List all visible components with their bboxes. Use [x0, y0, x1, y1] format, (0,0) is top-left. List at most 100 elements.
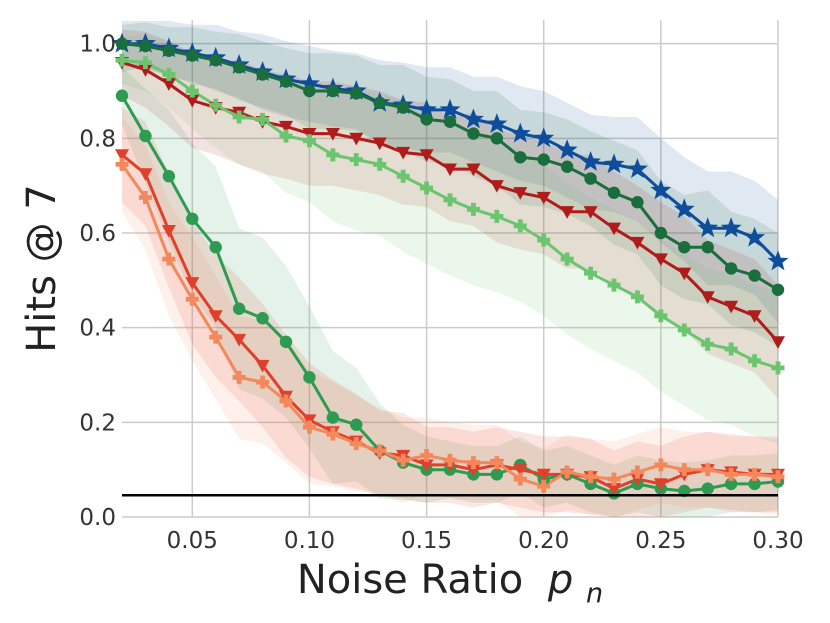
series-orange-plus-point [537, 479, 551, 493]
series-green-circle-point [303, 371, 316, 384]
series-darkgreen-circle-point [537, 153, 550, 166]
series-lightgreen-plus-point [162, 67, 176, 81]
series-red-triangle-point [630, 473, 645, 487]
series-lightgreen-plus-point [256, 112, 270, 126]
series-lightgreen-plus-point [349, 153, 363, 167]
series-darkred-triangle-point [771, 336, 785, 349]
series-orange-plus-point [677, 463, 691, 477]
series-orange-plus-point [584, 470, 598, 484]
series-blue-star-point [744, 226, 765, 247]
series-darkgreen-circle-point [139, 39, 152, 53]
series-darkred-triangle-point [372, 137, 387, 151]
series-red-triangle-point [536, 468, 551, 482]
series-lightgreen-plus-point [420, 181, 434, 195]
series-darkgreen-circle-point [186, 49, 199, 62]
series-orange-plus-point [420, 448, 434, 462]
series-blue-star-point [509, 122, 531, 143]
series-darkgreen-circle-point [373, 96, 386, 110]
series-red-triangle-point [208, 310, 223, 323]
series-blue-star-point [439, 98, 461, 119]
x-axis-subscript: n [586, 578, 603, 609]
series-orange-plus-point [771, 470, 785, 484]
series-darkgreen-circle-point [654, 226, 668, 240]
series-darkred-triangle-point [653, 253, 668, 267]
series-blue-star-point [720, 217, 742, 238]
series-red-triangle-point [607, 483, 621, 496]
y-tick-label: 0.6 [79, 221, 116, 247]
series-orange-plus-point [748, 467, 762, 481]
series-orange-plus-point [466, 456, 480, 470]
x-axis-title: Noise Ratio p n [297, 557, 603, 609]
series-darkred-triangle-point [630, 236, 645, 250]
series-orange-plus-point [232, 370, 246, 384]
series-blue-star-point [650, 179, 672, 200]
series-lightgreen-plus-point [771, 361, 785, 375]
series-lightgreen-plus-point [490, 209, 504, 223]
series-darkred-triangle-point [560, 206, 575, 219]
series-darkgreen-circle-point [560, 160, 574, 173]
series-orange-plus-point [138, 191, 152, 205]
series-darkgreen-circle-point [724, 262, 738, 275]
series-darkgreen-circle-band [122, 22, 778, 347]
series-green-circle-point [115, 89, 129, 102]
series-red-triangle-point [185, 277, 200, 290]
series-lightgreen-plus-point [724, 342, 738, 356]
series-green-circle-point [490, 468, 504, 481]
series-lightgreen-plus-point [279, 129, 293, 143]
series-darkgreen-circle-point [748, 269, 761, 282]
series-darkred-triangle-point [724, 300, 739, 314]
series-darkgreen-circle-point [326, 84, 340, 98]
series-red-triangle-point [115, 149, 129, 162]
series-darkgreen-circle-point [443, 115, 457, 128]
series-darkred-triangle-point [185, 94, 200, 108]
tick-labels: 0.05 0.10 0.15 0.20 0.25 0.30 0.0 0.2 0.4 0.6 0.8 1… [79, 32, 803, 554]
series-orange-plus-point [630, 465, 644, 479]
y-tick-label: 1.0 [79, 32, 116, 58]
series-orange-plus-point [724, 467, 738, 481]
series-green-circle-point [701, 482, 714, 495]
series-darkred-triangle-point [583, 206, 598, 219]
series-orange-plus-point [443, 453, 457, 467]
series-orange-plus-point [396, 453, 410, 467]
series-lightgreen-plus-point [443, 193, 457, 207]
series-darkgreen-circle-point [420, 113, 433, 126]
series-blue-star-band [122, 20, 778, 323]
series-darkgreen-circle-point [771, 283, 785, 296]
series-orange-plus-point [209, 330, 223, 344]
series-lightgreen-plus-point [677, 323, 691, 337]
series-darkred-triangle-point [677, 267, 692, 281]
series-darkgreen-circle-point [209, 54, 222, 67]
series-lightgreen-plus-point [748, 354, 762, 368]
series-darkred-triangle-point [536, 191, 551, 205]
series-darkgreen-circle-point [162, 44, 176, 57]
series-orange-plus-point [302, 420, 316, 434]
series-orange-plus-point [701, 463, 715, 477]
series-green-circle-point [162, 170, 176, 183]
series-lightgreen-plus-point [537, 233, 551, 247]
series-darkred-triangle-point [419, 149, 434, 162]
series-darkred-triangle-point [325, 128, 340, 141]
series-darkgreen-circle-point [514, 151, 527, 164]
series-blue-star-point [416, 98, 437, 119]
series-blue-star-point [603, 153, 625, 174]
series-lightgreen-plus-point [185, 84, 199, 98]
y-tick-label: 0.2 [79, 410, 116, 436]
series-green-circle-point [584, 477, 597, 491]
series-darkred-triangle-point [161, 78, 176, 91]
series-darkred-triangle-point [279, 120, 293, 134]
series-blue-star-point [463, 108, 484, 129]
series-orange-plus-point [654, 458, 668, 472]
series-blue-star-point [533, 127, 555, 148]
series-green-circle-point [232, 302, 246, 315]
x-tick-label: 0.05 [167, 528, 218, 554]
series-red-triangle-point [138, 168, 153, 181]
series-darkred-triangle-point [747, 310, 762, 323]
series-lightgreen-plus-point [138, 56, 152, 70]
series-orange-plus-point [607, 472, 621, 486]
series-lightgreen-plus-point [560, 252, 574, 266]
series-darkred-triangle-point [396, 146, 411, 160]
x-axis-symbol: p [547, 557, 573, 603]
series-darkred-triangle-point [489, 180, 504, 193]
series-blue-star-point [556, 139, 578, 160]
